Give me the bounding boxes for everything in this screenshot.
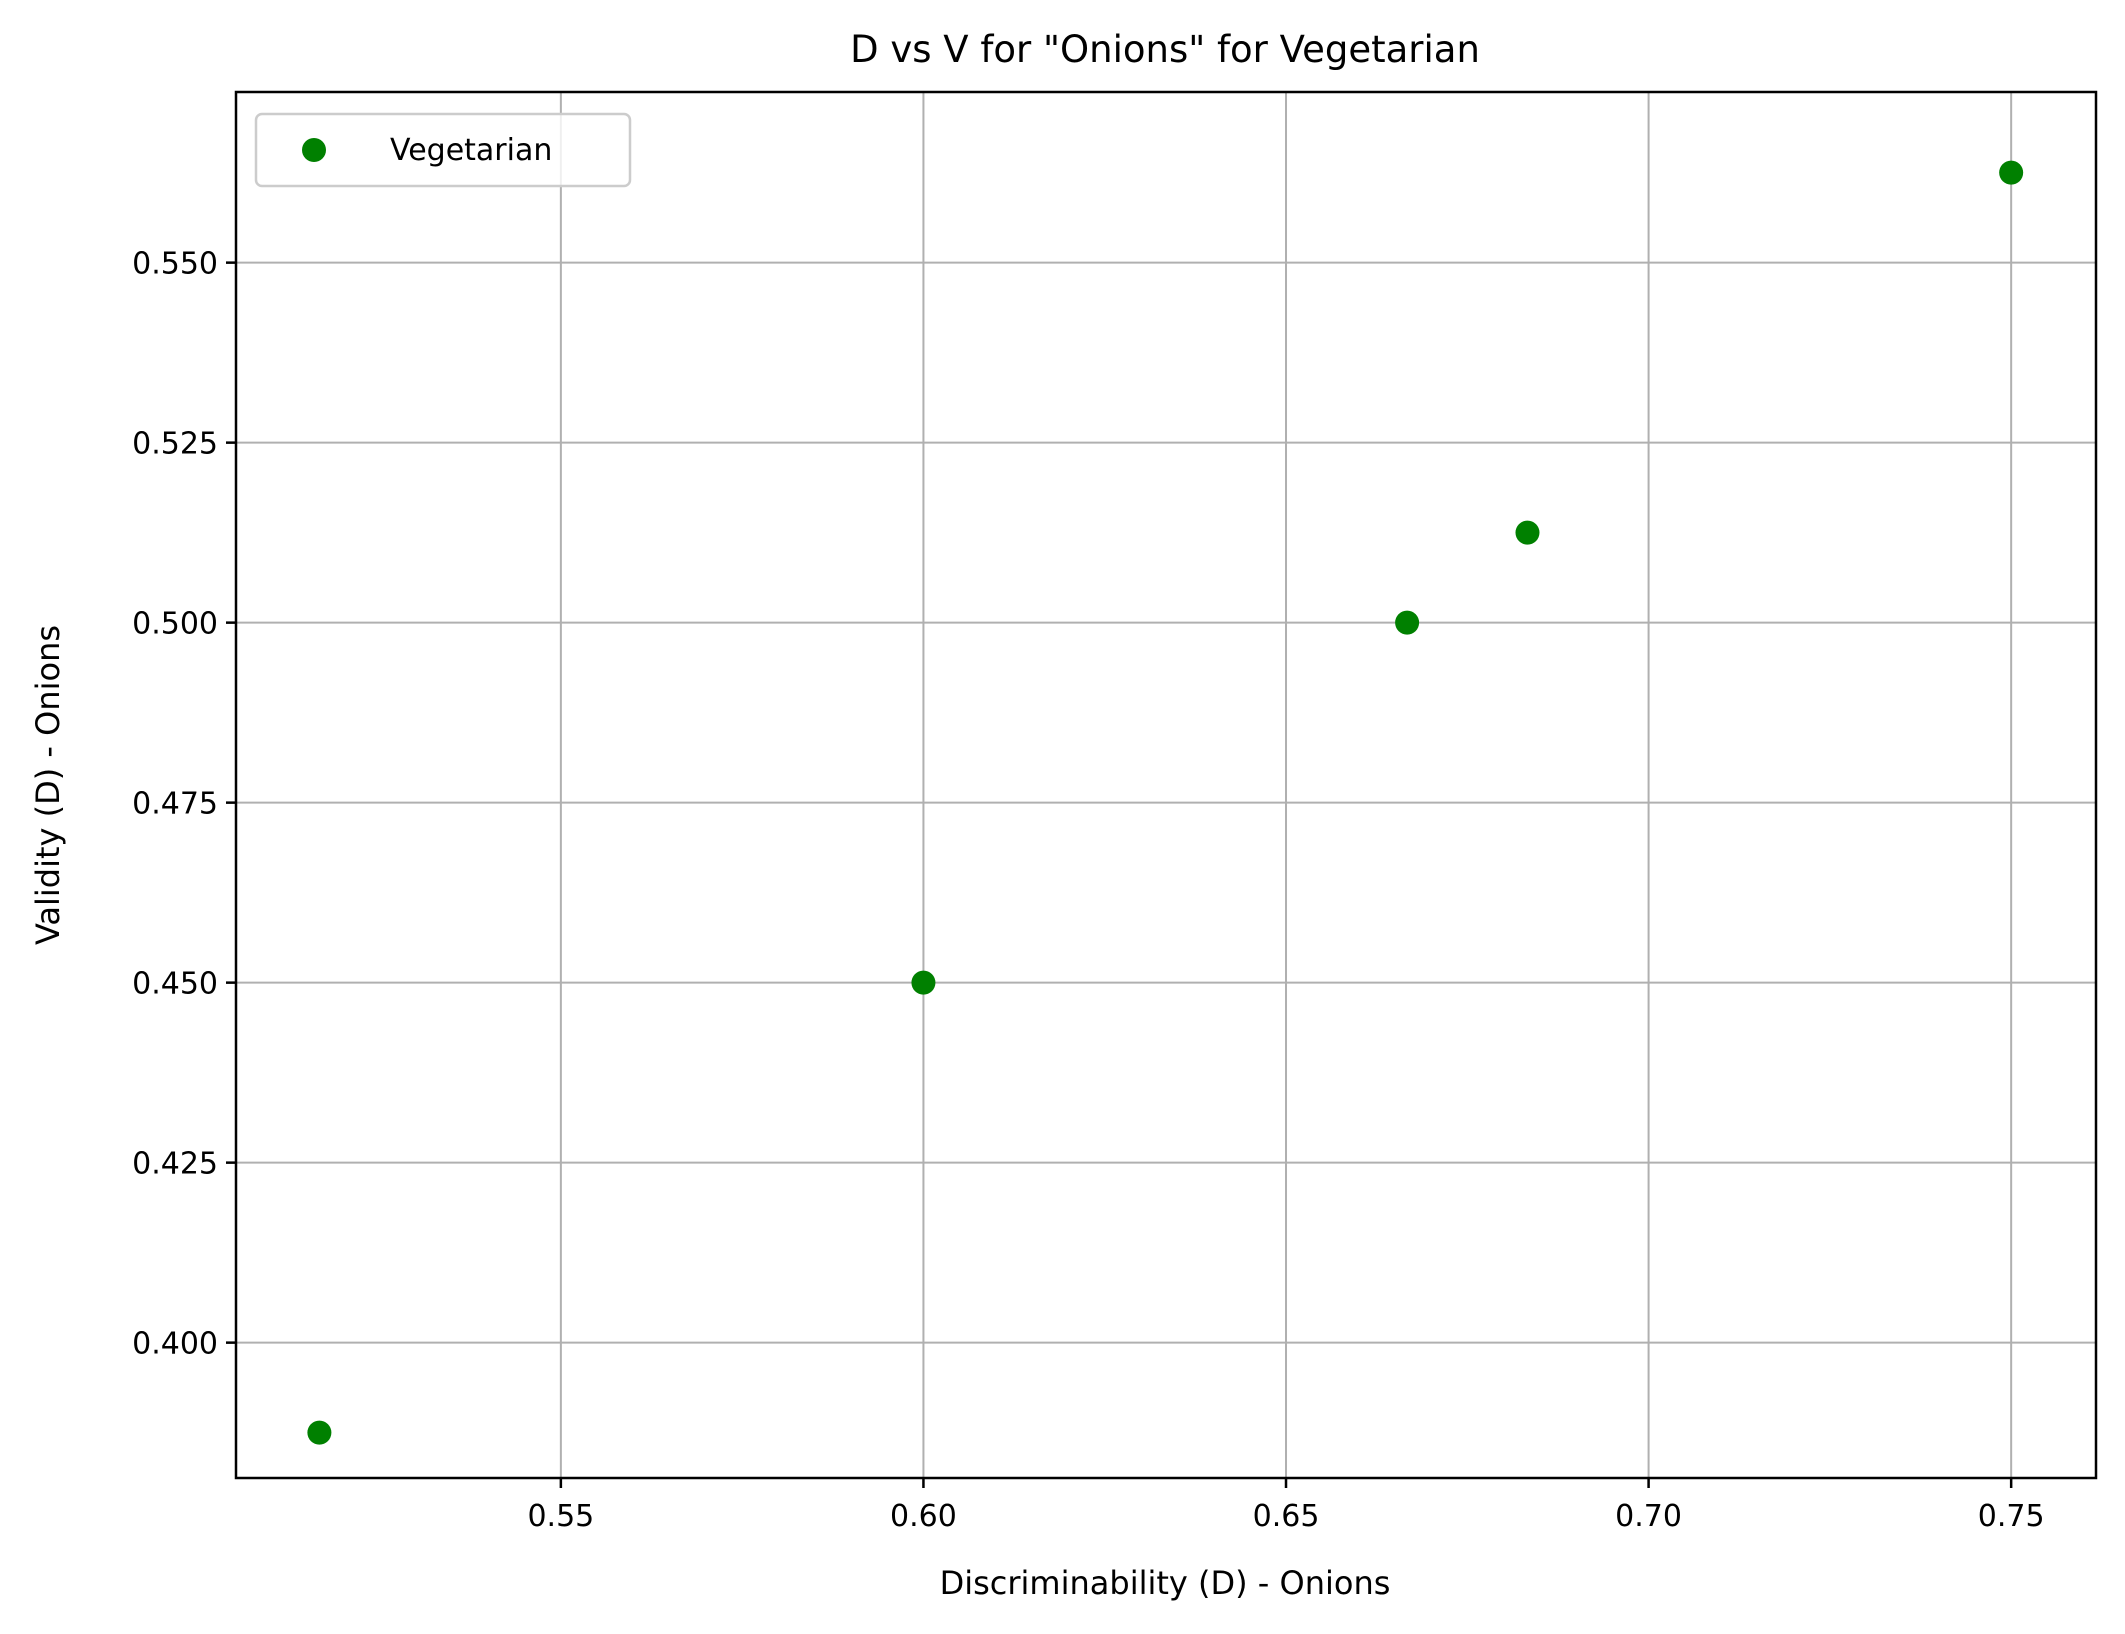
y-axis-ticks: 0.400 0.425 0.450 0.475 0.500 0.525 0.550 (132, 247, 236, 1362)
y-tick-label: 0.425 (132, 1147, 218, 1182)
y-tick-label: 0.400 (132, 1327, 218, 1362)
y-axis-label: Validity (D) - Onions (29, 625, 67, 945)
scatter-point (1999, 160, 2024, 185)
chart-title: D vs V for "Onions" for Vegetarian (850, 28, 1480, 71)
y-tick-label: 0.475 (132, 787, 218, 822)
y-tick-label: 0.500 (132, 607, 218, 642)
y-tick-label: 0.550 (132, 247, 218, 282)
x-tick-label: 0.70 (1615, 1499, 1682, 1534)
plot-area-frame (234, 90, 2098, 1480)
x-tick-label: 0.60 (890, 1499, 957, 1534)
legend-marker (302, 138, 326, 162)
data-points (307, 160, 2024, 1445)
x-tick-label: 0.65 (1253, 1499, 1320, 1534)
scatter-point (307, 1420, 332, 1445)
x-axis-ticks: 0.55 0.60 0.65 0.70 0.75 (527, 1478, 2045, 1534)
legend-label: Vegetarian (390, 133, 552, 168)
x-axis-label: Discriminability (D) - Onions (940, 1564, 1391, 1602)
x-tick-label: 0.55 (527, 1499, 594, 1534)
y-tick-label: 0.450 (132, 967, 218, 1002)
legend: Vegetarian (254, 112, 632, 188)
y-tick-label: 0.525 (132, 427, 218, 462)
scatter-point (1395, 610, 1420, 635)
x-tick-label: 0.75 (1978, 1499, 2045, 1534)
scatter-point (911, 970, 936, 995)
legend-box (254, 112, 632, 188)
grid-lines (236, 92, 2096, 1478)
scatter-point (1515, 520, 1540, 545)
